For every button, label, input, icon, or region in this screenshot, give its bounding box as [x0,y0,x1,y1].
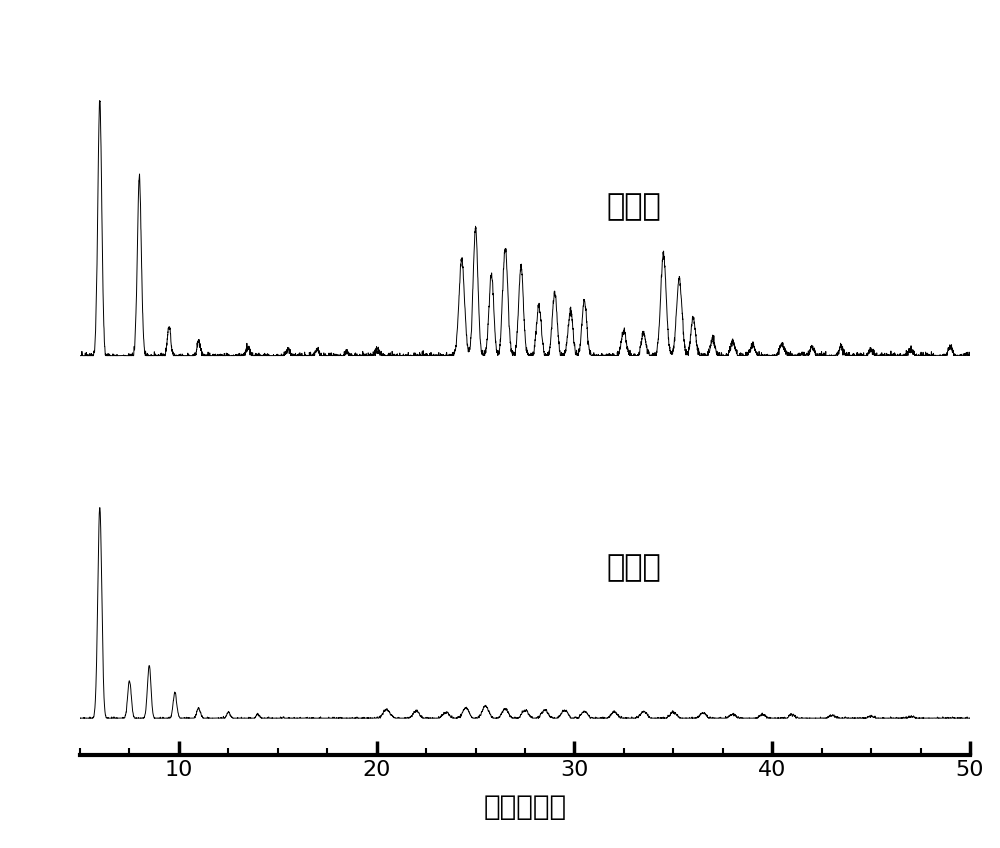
Text: 实验图: 实验图 [606,192,661,220]
Text: 模拟图: 模拟图 [606,554,661,583]
X-axis label: 二倍衍射角: 二倍衍射角 [483,794,567,822]
